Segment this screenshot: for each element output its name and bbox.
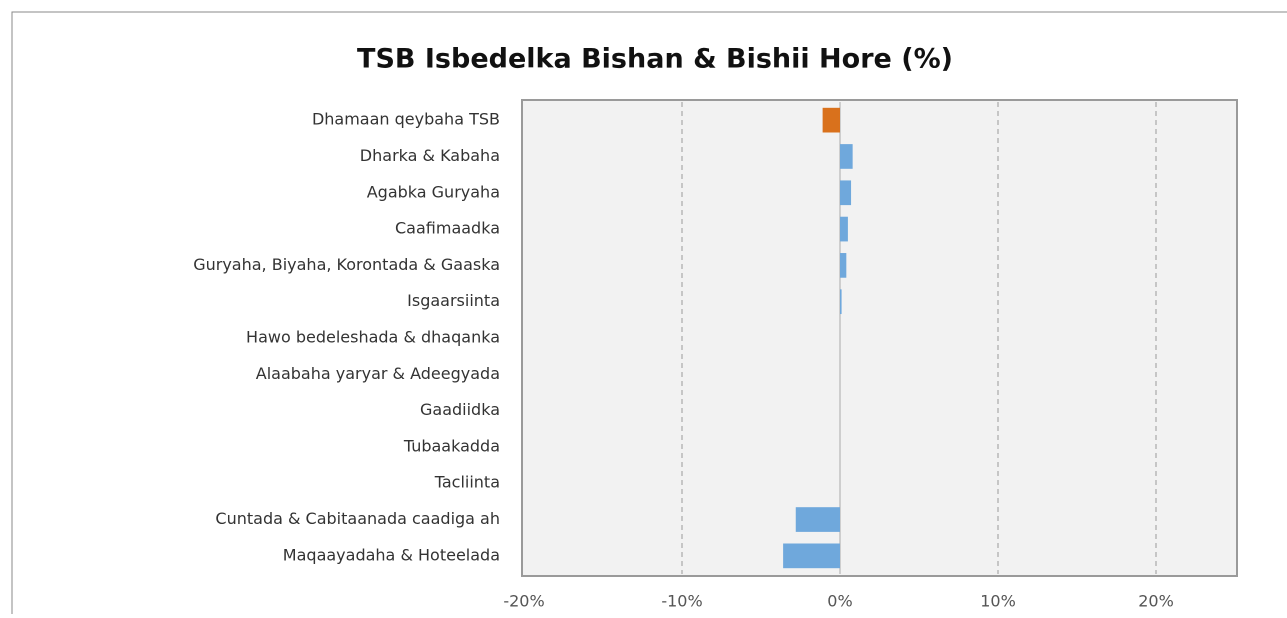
x-tick-label: -20% bbox=[503, 592, 544, 611]
y-tick-label: Dharka & Kabaha bbox=[360, 146, 500, 165]
y-tick-label: Caafimaadka bbox=[395, 219, 500, 238]
y-tick-label: Maqaayadaha & Hoteelada bbox=[283, 545, 500, 564]
y-tick-label: Guryaha, Biyaha, Korontada & Gaaska bbox=[193, 255, 500, 274]
y-tick-label: Gaadiidka bbox=[420, 400, 500, 419]
bar bbox=[840, 216, 848, 242]
plot-area bbox=[521, 99, 1238, 577]
x-tick-label: 0% bbox=[827, 592, 852, 611]
bar bbox=[795, 507, 840, 532]
y-tick-label: Cuntada & Cabitaanada caadiga ah bbox=[215, 509, 500, 528]
y-tick-label: Hawo bedeleshada & dhaqanka bbox=[246, 328, 500, 347]
x-tick-label: 20% bbox=[1138, 592, 1174, 611]
y-tick-label: Isgaarsiinta bbox=[407, 291, 500, 310]
bar bbox=[840, 253, 847, 278]
chart-title: TSB Isbedelka Bishan & Bishii Hore (%) bbox=[357, 44, 953, 75]
bar bbox=[783, 543, 840, 569]
y-tick-label: Alaabaha yaryar & Adeegyada bbox=[256, 364, 500, 383]
x-tick-label: 10% bbox=[980, 592, 1016, 611]
y-tick-label: Tacliinta bbox=[434, 473, 500, 492]
bar bbox=[822, 107, 840, 133]
y-tick-label: Tubaakadda bbox=[403, 436, 500, 455]
y-tick-label: Dhamaan qeybaha TSB bbox=[312, 110, 500, 129]
bar bbox=[840, 180, 852, 206]
x-tick-label: -10% bbox=[661, 592, 702, 611]
bar bbox=[840, 144, 853, 169]
y-tick-label: Agabka Guryaha bbox=[367, 182, 500, 201]
bar bbox=[840, 289, 842, 315]
